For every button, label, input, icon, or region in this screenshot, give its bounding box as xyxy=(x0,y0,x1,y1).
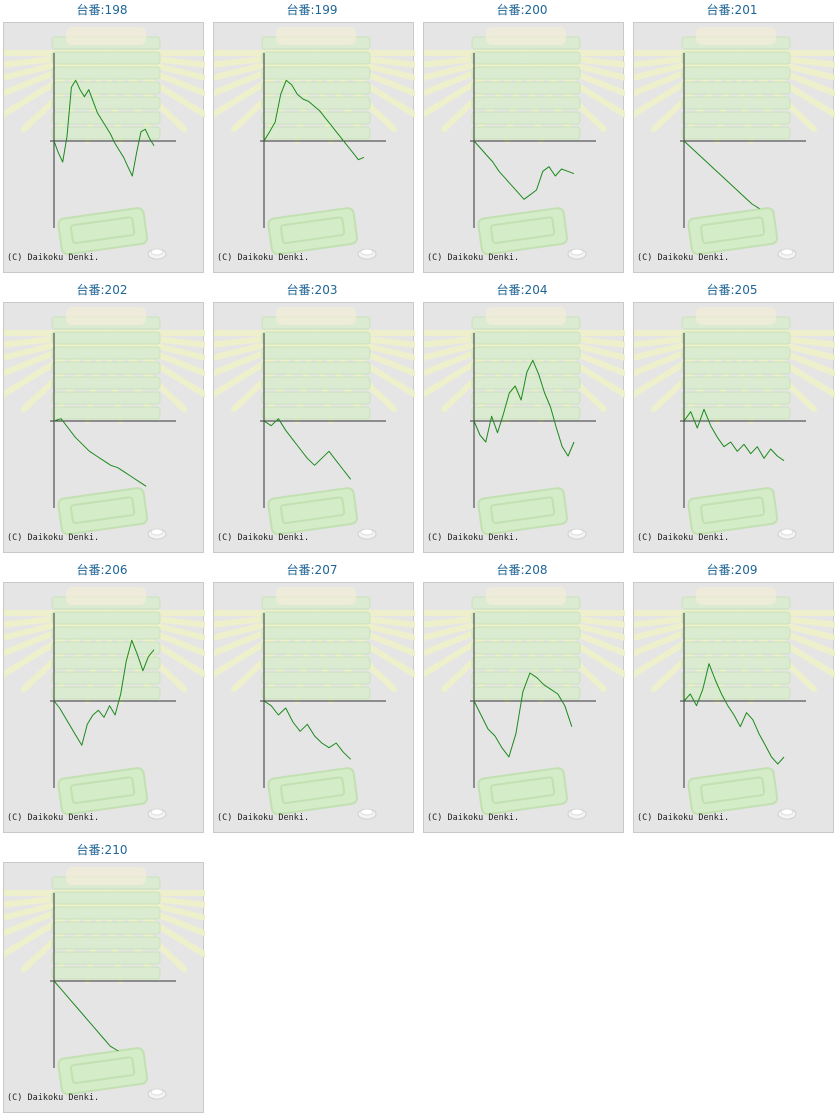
background-artwork xyxy=(4,27,205,260)
copyright-text: (C) Daikoku Denki. xyxy=(427,813,520,823)
background-artwork xyxy=(424,587,625,820)
background-artwork xyxy=(4,307,205,540)
series-line xyxy=(473,359,575,457)
line-chart xyxy=(214,27,415,260)
machine-number-title[interactable]: 台番:208 xyxy=(496,563,548,577)
line-chart xyxy=(634,307,835,540)
copyright-text: (C) Daikoku Denki. xyxy=(217,813,310,823)
line-chart xyxy=(634,27,835,260)
series-line xyxy=(473,672,573,758)
line-chart xyxy=(4,867,205,1100)
series-line xyxy=(683,408,785,462)
series-line xyxy=(53,980,119,1052)
series-line xyxy=(683,140,760,210)
chart-frame: (C) Daikoku Denki. xyxy=(633,582,835,833)
machine-number-title[interactable]: 台番:201 xyxy=(706,3,758,17)
chart-frame: (C) Daikoku Denki. xyxy=(213,302,415,553)
background-artwork xyxy=(214,27,415,260)
line-chart xyxy=(424,587,625,820)
background-artwork xyxy=(634,307,835,540)
line-chart xyxy=(4,307,205,540)
series-line xyxy=(263,700,352,760)
machine-number-title[interactable]: 台番:209 xyxy=(706,563,758,577)
machine-number-title[interactable]: 台番:204 xyxy=(496,283,548,297)
chart-frame: (C) Daikoku Denki. xyxy=(633,302,835,553)
series-line xyxy=(473,140,575,200)
chart-frame: (C) Daikoku Denki. xyxy=(3,862,205,1113)
series-line xyxy=(53,418,147,487)
copyright-text: (C) Daikoku Denki. xyxy=(427,533,520,543)
machine-number-title[interactable]: 台番:205 xyxy=(706,283,758,297)
chart-frame: (C) Daikoku Denki. xyxy=(3,302,205,553)
line-chart xyxy=(4,27,205,260)
copyright-text: (C) Daikoku Denki. xyxy=(7,253,100,263)
chart-frame: (C) Daikoku Denki. xyxy=(3,582,205,833)
line-chart xyxy=(4,587,205,820)
background-artwork xyxy=(634,27,835,260)
machine-number-title[interactable]: 台番:198 xyxy=(76,3,128,17)
background-artwork xyxy=(214,307,415,540)
background-artwork xyxy=(634,587,835,820)
line-chart xyxy=(424,27,625,260)
copyright-text: (C) Daikoku Denki. xyxy=(217,533,310,543)
series-line xyxy=(263,418,352,480)
copyright-text: (C) Daikoku Denki. xyxy=(7,1093,100,1103)
chart-frame: (C) Daikoku Denki. xyxy=(423,22,625,273)
copyright-text: (C) Daikoku Denki. xyxy=(427,253,520,263)
copyright-text: (C) Daikoku Denki. xyxy=(7,533,100,543)
copyright-text: (C) Daikoku Denki. xyxy=(217,253,310,263)
copyright-text: (C) Daikoku Denki. xyxy=(637,533,730,543)
copyright-text: (C) Daikoku Denki. xyxy=(637,253,730,263)
series-line xyxy=(263,79,365,161)
machine-number-title[interactable]: 台番:203 xyxy=(286,283,338,297)
line-chart xyxy=(214,587,415,820)
chart-frame: (C) Daikoku Denki. xyxy=(423,582,625,833)
machine-number-title[interactable]: 台番:207 xyxy=(286,563,338,577)
line-chart xyxy=(634,587,835,820)
series-line xyxy=(683,663,785,765)
machine-number-title[interactable]: 台番:199 xyxy=(286,3,338,17)
line-chart xyxy=(424,307,625,540)
chart-frame: (C) Daikoku Denki. xyxy=(213,582,415,833)
chart-frame: (C) Daikoku Denki. xyxy=(213,22,415,273)
series-line xyxy=(53,639,155,746)
background-artwork xyxy=(4,587,205,820)
background-artwork xyxy=(214,587,415,820)
machine-number-title[interactable]: 台番:206 xyxy=(76,563,128,577)
series-line xyxy=(53,79,155,177)
copyright-text: (C) Daikoku Denki. xyxy=(637,813,730,823)
machine-number-title[interactable]: 台番:200 xyxy=(496,3,548,17)
copyright-text: (C) Daikoku Denki. xyxy=(7,813,100,823)
machine-number-title[interactable]: 台番:210 xyxy=(76,843,128,857)
chart-frame: (C) Daikoku Denki. xyxy=(633,22,835,273)
line-chart xyxy=(214,307,415,540)
background-artwork xyxy=(424,307,625,540)
chart-frame: (C) Daikoku Denki. xyxy=(423,302,625,553)
machine-number-title[interactable]: 台番:202 xyxy=(76,283,128,297)
background-artwork xyxy=(4,867,205,1100)
chart-frame: (C) Daikoku Denki. xyxy=(3,22,205,273)
background-artwork xyxy=(424,27,625,260)
